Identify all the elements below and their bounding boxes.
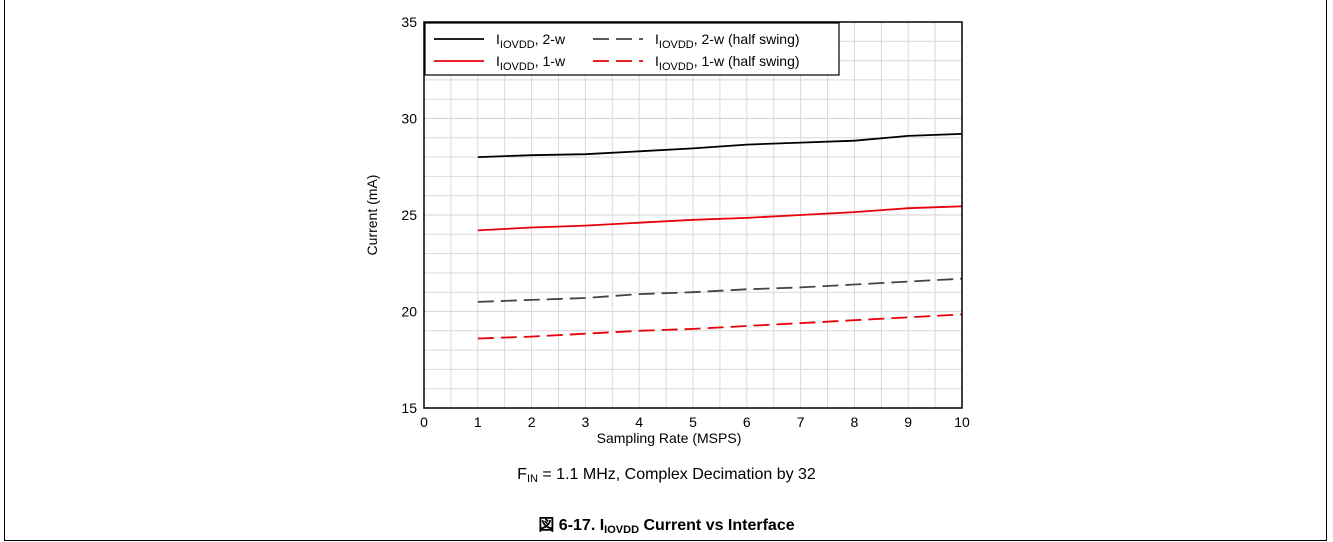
figure-frame (4, 0, 1327, 541)
x-tick-label: 8 (851, 414, 859, 430)
axis-titles: Sampling Rate (MSPS) Current (mA) (364, 175, 741, 446)
y-tick-label: 20 (401, 304, 417, 320)
legend-label-4: IIOVDD, 1-w (half swing) (655, 53, 800, 73)
x-tick-label: 2 (528, 414, 536, 430)
x-tick-label: 9 (904, 414, 912, 430)
y-tick-label: 15 (401, 400, 417, 416)
y-tick-label: 35 (401, 14, 417, 30)
current-vs-sampling-rate-chart: 0 1 2 3 4 5 6 7 8 9 10 15 20 25 30 35 Sampling Rate (MS… (364, 14, 970, 446)
x-tick-label: 0 (420, 414, 428, 430)
legend-box (424, 22, 840, 76)
x-tick-label: 7 (797, 414, 805, 430)
y-axis-title: Current (mA) (364, 175, 380, 256)
legend-label-3: IIOVDD, 1-w (496, 53, 566, 73)
series-line-2 (477, 277, 963, 303)
figure-caption-prefix: 図 6-17. I (538, 517, 605, 534)
x-tick-label: 5 (689, 414, 697, 430)
legend: IIOVDD, 2-w IIOVDD, 2-w (half swing)IIOVD… (424, 22, 840, 76)
series-line-1 (477, 133, 963, 158)
test-condition-caption: FIN = 1.1 MHz, Complex Decimation by 32 (0, 466, 1333, 485)
series-line-4 (477, 313, 963, 340)
figure-caption-text: Current vs Interface (639, 517, 795, 534)
figure-caption-subscript: IOVDD (604, 524, 640, 536)
x-tick-label: 1 (474, 414, 482, 430)
plot-border (423, 21, 963, 409)
y-tick-label: 30 (401, 111, 417, 127)
legend-label-1: IIOVDD, 2-w (496, 31, 566, 51)
figure-caption: 図 6-17. IIOVDD Current vs Interface (0, 511, 1333, 536)
x-tick-label: 10 (954, 414, 970, 430)
grid-lines (424, 22, 962, 408)
x-tick-label: 4 (635, 414, 643, 430)
x-tick-label: 3 (582, 414, 590, 430)
y-tick-label: 25 (401, 207, 417, 223)
legend-label-2: IIOVDD, 2-w (half swing) (655, 31, 800, 51)
x-axis-title: Sampling Rate (MSPS) (597, 430, 742, 446)
series-lines (477, 133, 963, 340)
tick-labels: 0 1 2 3 4 5 6 7 8 9 10 15 20 25 30 35 (401, 14, 970, 430)
condition-prefix: F (517, 466, 527, 483)
condition-text: = 1.1 MHz, Complex Decimation by 32 (537, 466, 816, 483)
x-tick-label: 6 (743, 414, 751, 430)
condition-subscript: IN (526, 473, 538, 485)
series-line-3 (477, 205, 963, 232)
